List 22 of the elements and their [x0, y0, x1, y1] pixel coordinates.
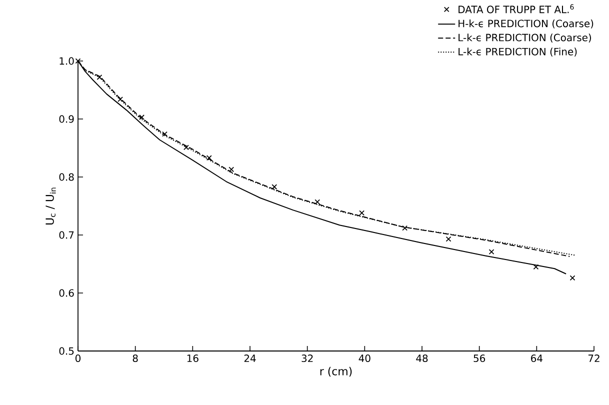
x-tick-label: 40: [358, 354, 370, 362]
x-tick-label: 8: [132, 354, 138, 362]
legend-label: L-k-ϵ PREDICTION (Coarse): [458, 34, 591, 42]
y-tick-label: 1.0: [60, 57, 74, 65]
y-tick-label: 0.7: [59, 231, 74, 239]
y-tick-label: 0.6: [59, 289, 74, 297]
x-tick-label: 24: [244, 354, 256, 362]
legend-label: H-k-ϵ PREDICTION (Coarse): [458, 20, 594, 28]
y-axis-title: U$_{c}$ / U$_{in}$: [46, 188, 56, 224]
x-tick-label: 0: [75, 354, 81, 362]
legend-label: L-k-ϵ PREDICTION (Fine): [458, 48, 577, 57]
x-tick-label: 72: [588, 354, 600, 362]
x-tick-label: 16: [187, 354, 198, 362]
x-tick-label: 64: [531, 354, 542, 362]
x-tick-label: 56: [474, 354, 486, 362]
y-tick-label: 0.5: [59, 347, 74, 355]
x-tick-label: 48: [416, 354, 428, 362]
legend-label: DATA OF TRUPP ET AL.$^{6}$: [458, 4, 574, 14]
x-tick-label: 32: [302, 354, 313, 362]
x-axis-title: r (cm): [320, 366, 352, 377]
y-tick-label: 0.8: [59, 173, 74, 181]
y-tick-label: 0.9: [59, 115, 74, 123]
